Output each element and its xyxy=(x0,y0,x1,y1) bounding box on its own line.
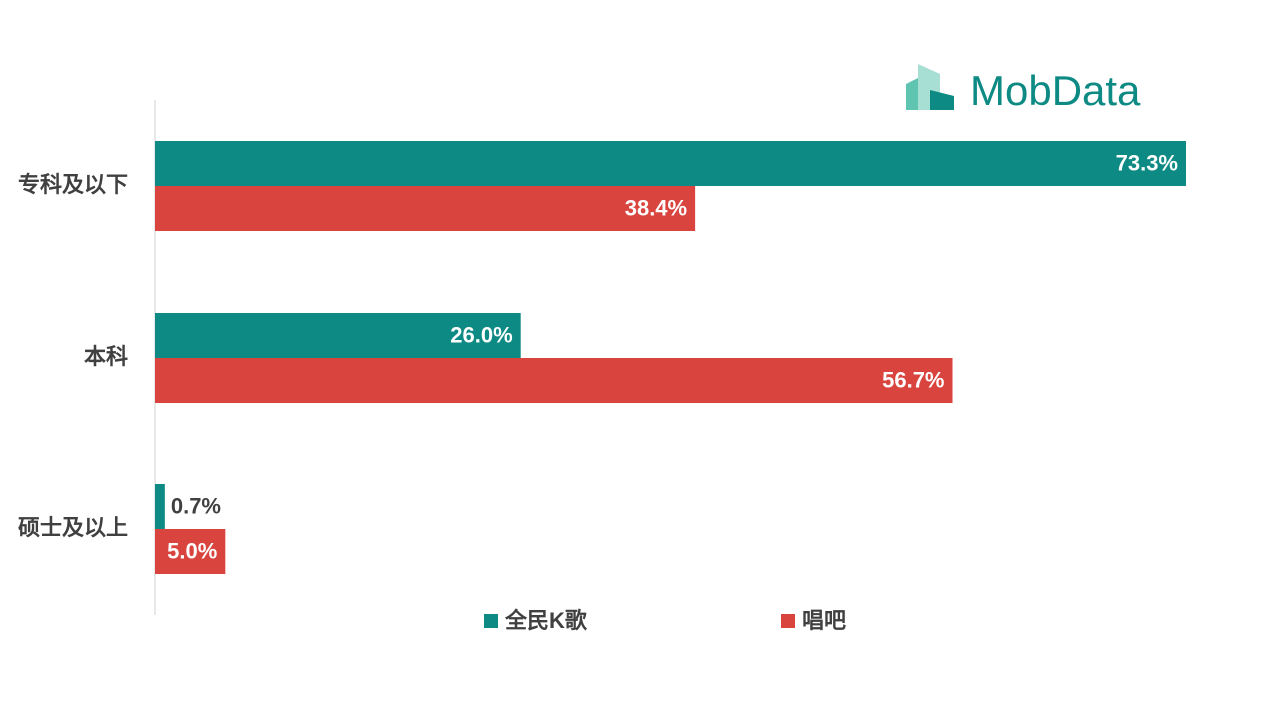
value-label: 5.0% xyxy=(167,538,217,563)
bar xyxy=(155,484,165,529)
y-tick-label: 本科 xyxy=(84,344,128,369)
y-tick-label: 专科及以下 xyxy=(18,172,128,197)
value-label: 56.7% xyxy=(882,367,944,392)
logo-icon xyxy=(906,78,918,110)
logo: MobData xyxy=(906,64,1141,114)
legend-label: 全民K歌 xyxy=(504,608,588,633)
value-label: 0.7% xyxy=(171,493,221,518)
bar xyxy=(155,313,521,358)
value-label: 73.3% xyxy=(1116,150,1178,175)
legend-swatch xyxy=(781,614,795,628)
logo-text: MobData xyxy=(970,67,1141,114)
legend-swatch xyxy=(484,614,498,628)
value-label: 38.4% xyxy=(625,195,687,220)
logo-icon xyxy=(930,90,954,110)
y-tick-label: 硕士及以上 xyxy=(18,515,128,540)
bar xyxy=(155,358,953,403)
legend-label: 唱吧 xyxy=(802,608,846,633)
bar xyxy=(155,186,696,231)
bar xyxy=(155,141,1186,186)
value-label: 26.0% xyxy=(450,322,512,347)
bar xyxy=(155,529,226,574)
